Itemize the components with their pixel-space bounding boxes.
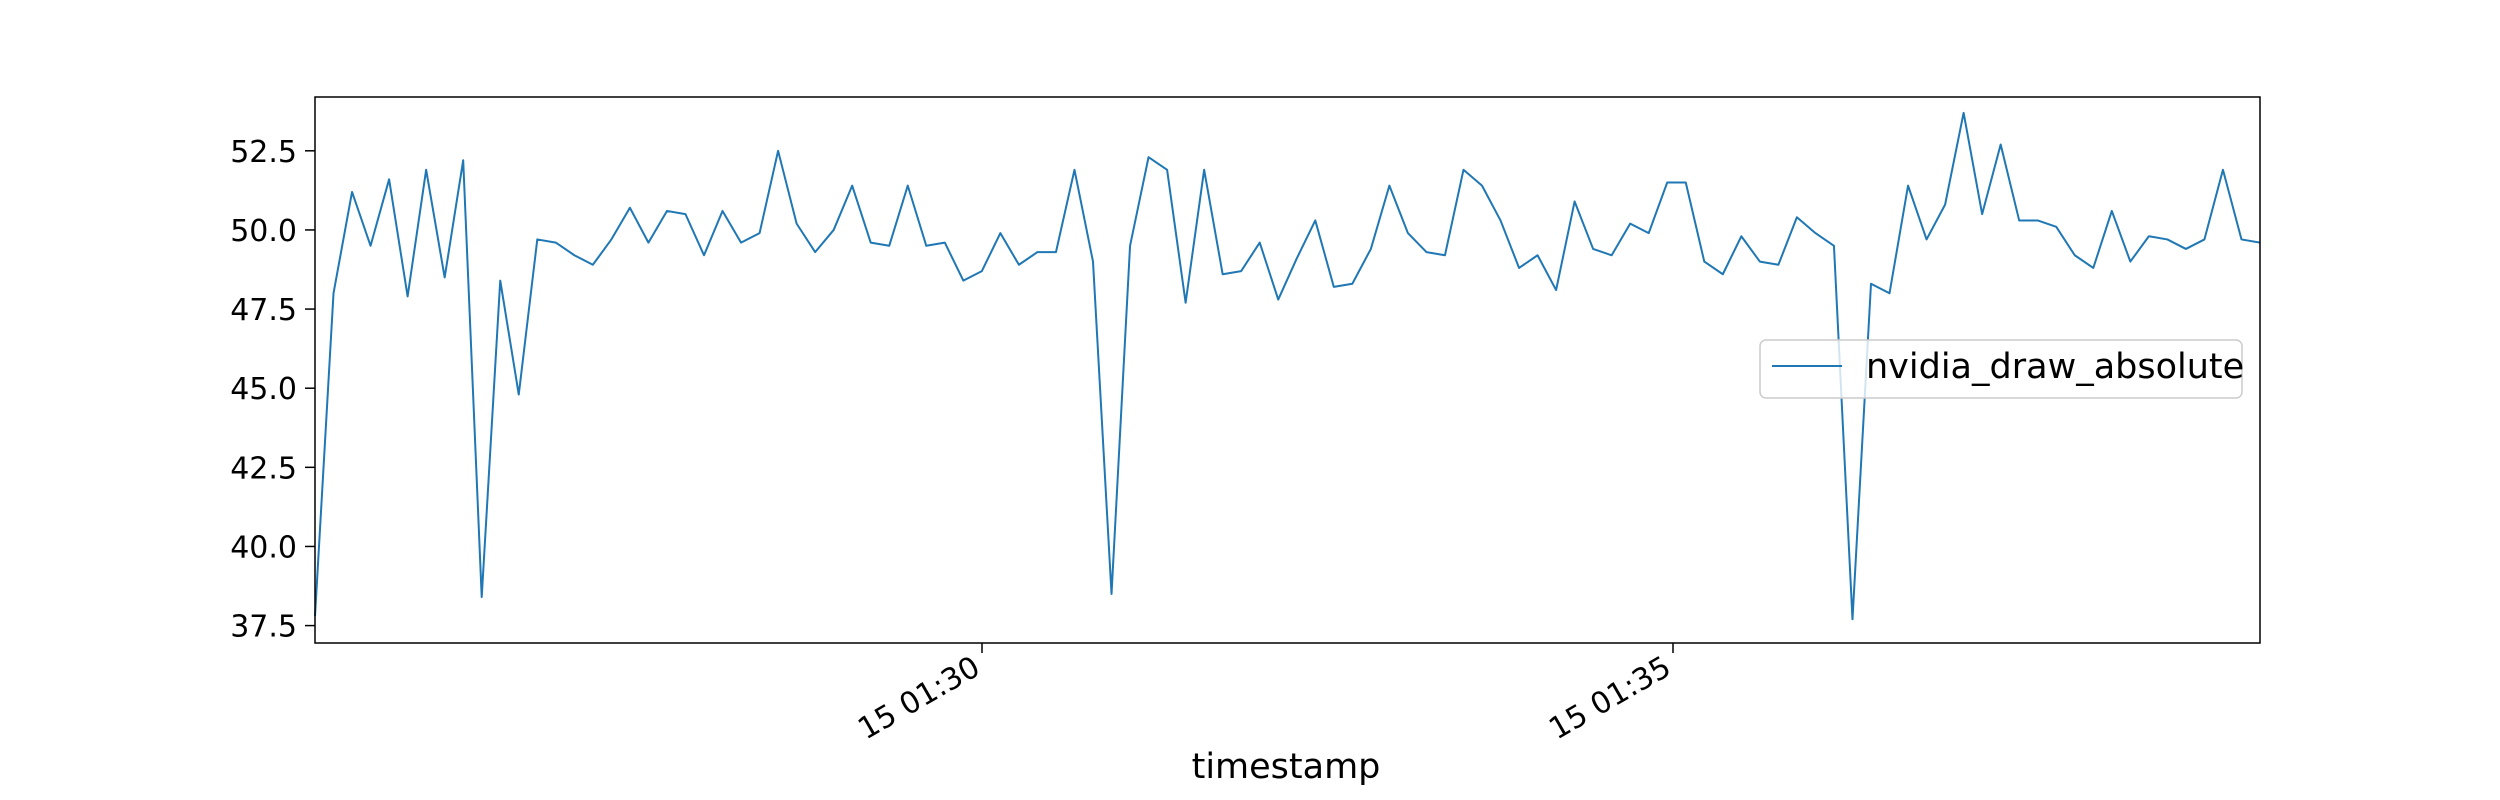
legend: nvidia_draw_absolute [1759, 339, 2244, 399]
y-tick-label: 37.5 [230, 610, 297, 645]
y-tick-label: 50.0 [230, 214, 297, 249]
legend-box [1759, 339, 2243, 399]
y-tick-label: 40.0 [230, 530, 297, 565]
y-tick-label: 52.5 [230, 135, 297, 170]
legend-label: nvidia_draw_absolute [1866, 347, 2244, 387]
x-tick-label: 15 01:35 [1543, 650, 1677, 747]
x-axis-label: timestamp [1192, 747, 1381, 787]
x-axis: 15 01:30 15 01:35 [852, 643, 1677, 747]
series-layer [314, 111, 2261, 621]
y-tick-label: 47.5 [230, 293, 297, 328]
y-axis: 37.5 40.0 42.5 45.0 47.5 50.0 52.5 [230, 135, 315, 645]
y-tick-label: 45.0 [230, 372, 297, 407]
x-tick-label: 15 01:30 [852, 650, 986, 747]
series-line [314, 111, 2261, 621]
y-tick-label: 42.5 [230, 451, 297, 486]
plot-frame [314, 96, 2261, 644]
